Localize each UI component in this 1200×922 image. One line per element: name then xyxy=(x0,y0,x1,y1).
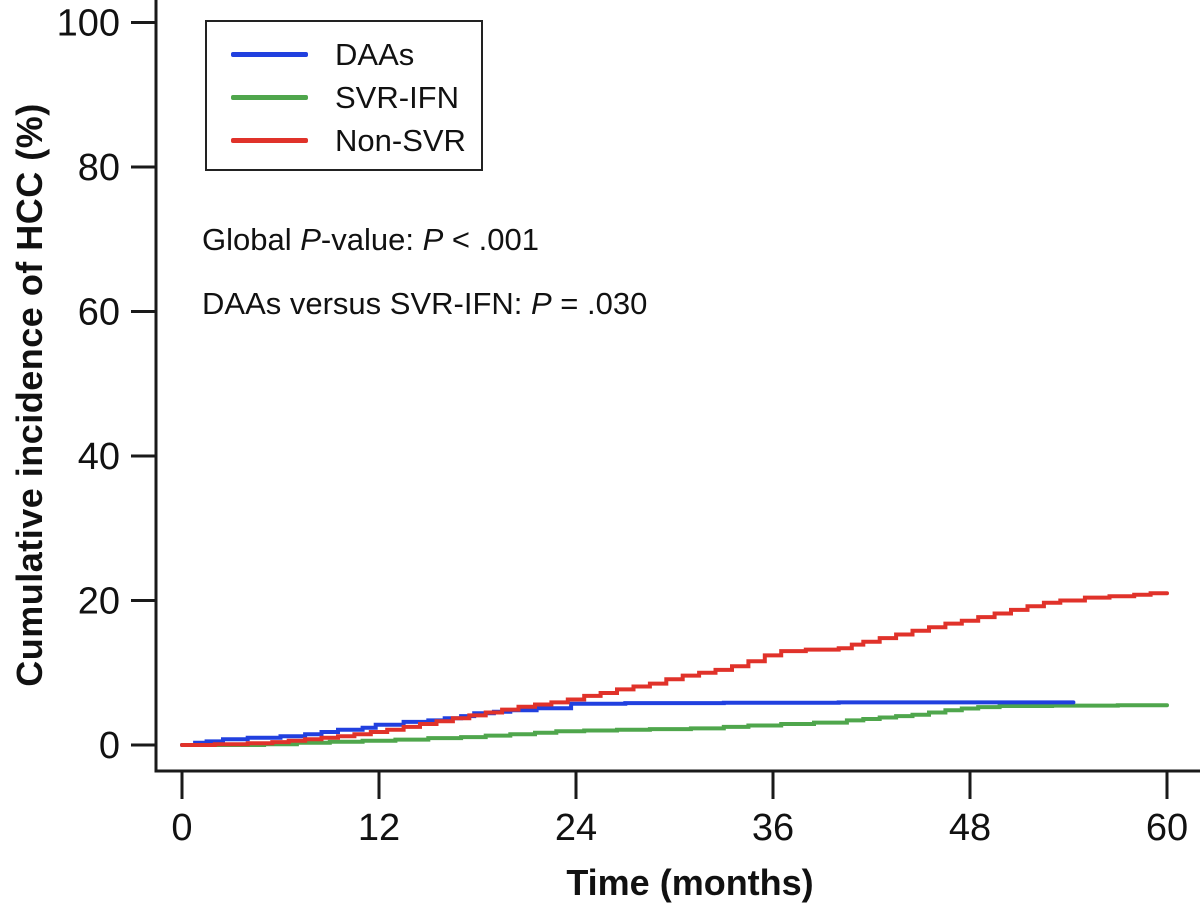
p-symbol: P xyxy=(300,222,321,257)
annotation-text: Global xyxy=(202,222,301,257)
annotation-text: = .030 xyxy=(551,286,648,321)
x-axis-title: Time (months) xyxy=(566,862,814,903)
legend-label-non-svr: Non-SVR xyxy=(335,122,466,158)
y-tick-label: 80 xyxy=(78,147,120,189)
p-symbol: P xyxy=(531,286,552,321)
legend-swatch-svr-ifn xyxy=(231,95,308,100)
annotation-line-2: DAAs versus SVR-IFN: P = .030 xyxy=(202,286,647,350)
legend-label-svr-ifn: SVR-IFN xyxy=(335,79,459,115)
y-tick-label: 60 xyxy=(78,292,120,334)
series-line-daas xyxy=(180,700,1076,747)
y-tick-label: 0 xyxy=(99,725,120,767)
x-tick-label: 60 xyxy=(1146,807,1188,849)
legend-item-daas: DAAs xyxy=(207,33,481,76)
y-tick-label: 40 xyxy=(78,436,120,478)
legend-swatch-daas xyxy=(231,52,308,57)
y-tick-label: 20 xyxy=(78,581,120,623)
annotation-text: DAAs versus SVR-IFN: xyxy=(202,286,531,321)
legend: DAAs SVR-IFN Non-SVR xyxy=(205,20,483,171)
legend-swatch-non-svr xyxy=(231,138,308,143)
legend-item-svr-ifn: SVR-IFN xyxy=(207,76,481,119)
pvalue-annotations: Global P-value: P < .001 DAAs versus SVR-… xyxy=(202,222,647,350)
p-symbol: P xyxy=(422,222,444,257)
legend-item-non-svr: Non-SVR xyxy=(207,119,481,162)
x-tick-label: 48 xyxy=(949,807,991,849)
y-tick-label: 100 xyxy=(57,3,120,45)
series-line-svr-ifn xyxy=(180,703,1169,747)
x-tick-label: 0 xyxy=(171,807,192,849)
annotation-text: -value: xyxy=(320,222,423,257)
annotation-line-1: Global P-value: P < .001 xyxy=(202,222,647,286)
x-tick-label: 12 xyxy=(358,807,400,849)
series-line-non-svr xyxy=(180,591,1169,747)
annotation-text: < .001 xyxy=(443,222,539,257)
legend-label-daas: DAAs xyxy=(335,36,415,72)
x-tick-label: 36 xyxy=(752,807,794,849)
x-tick-label: 24 xyxy=(555,807,597,849)
